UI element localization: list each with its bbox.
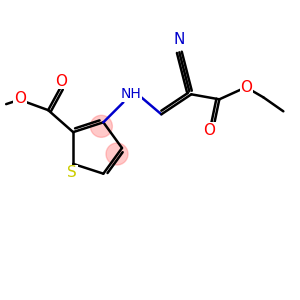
Text: O: O	[14, 91, 26, 106]
Text: S: S	[67, 165, 77, 180]
Text: O: O	[203, 123, 215, 138]
Text: O: O	[240, 80, 252, 95]
Text: N: N	[174, 32, 185, 47]
Text: NH: NH	[121, 87, 142, 101]
Circle shape	[90, 115, 112, 137]
Text: O: O	[55, 74, 67, 88]
Circle shape	[106, 143, 128, 165]
